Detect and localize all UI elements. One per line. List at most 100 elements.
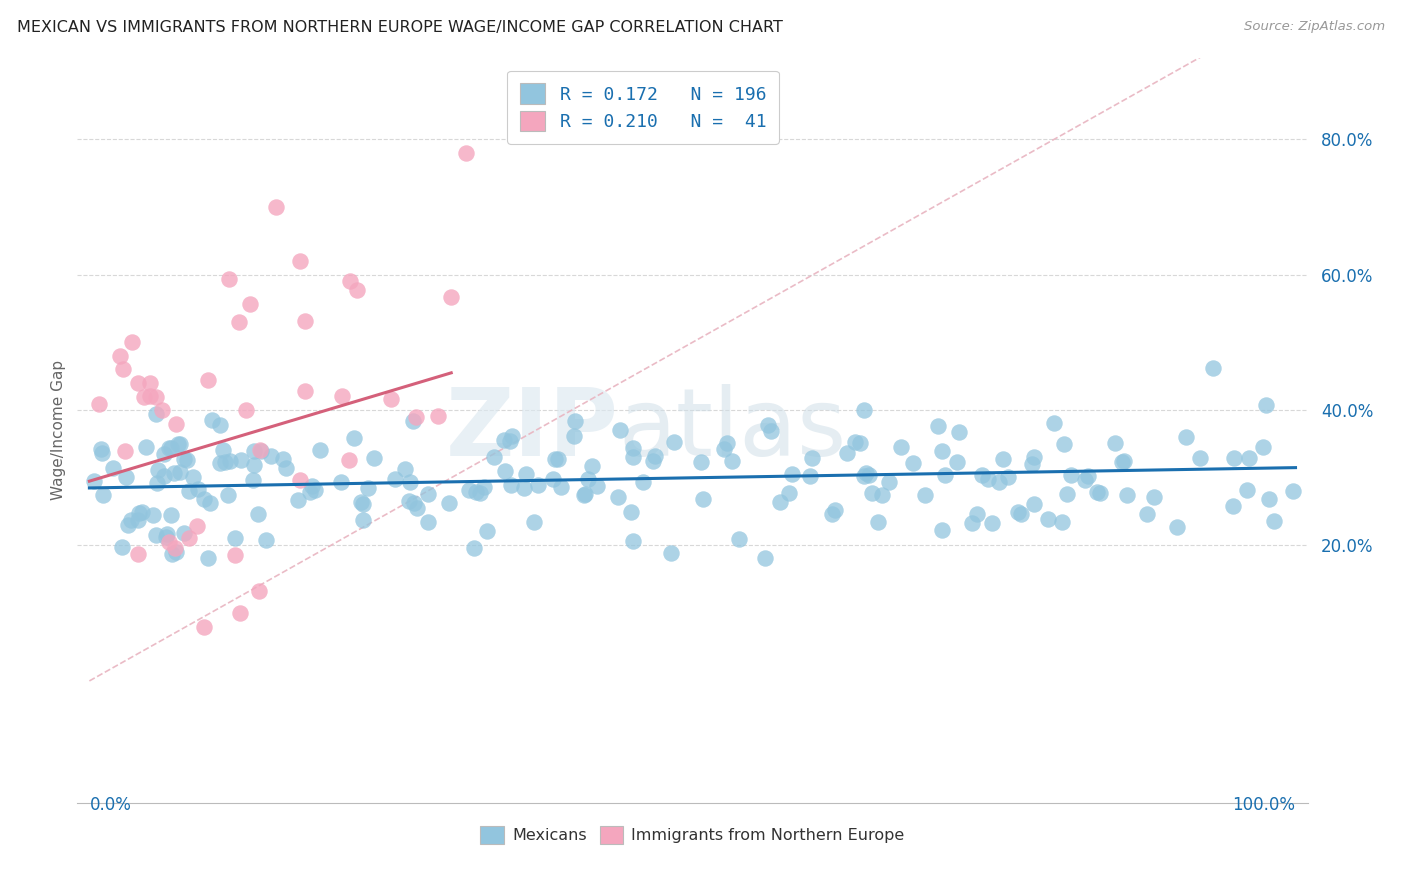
Point: [217, 488, 239, 502]
Point: [801, 451, 824, 466]
Point: [212, 442, 235, 457]
Point: [454, 145, 477, 160]
Point: [754, 550, 776, 565]
Point: [662, 434, 685, 449]
Point: [1222, 499, 1244, 513]
Point: [1021, 457, 1043, 471]
Point: [330, 475, 353, 490]
Point: [997, 470, 1019, 484]
Point: [1251, 440, 1274, 454]
Point: [620, 505, 643, 519]
Point: [728, 532, 751, 546]
Point: [849, 436, 872, 450]
Point: [214, 455, 236, 469]
Point: [780, 467, 803, 481]
Point: [120, 513, 142, 527]
Point: [609, 423, 631, 437]
Point: [972, 468, 994, 483]
Point: [713, 442, 735, 456]
Point: [337, 452, 360, 467]
Point: [193, 620, 215, 634]
Point: [155, 527, 177, 541]
Point: [527, 478, 550, 492]
Point: [193, 491, 215, 506]
Point: [160, 508, 183, 523]
Point: [276, 461, 298, 475]
Point: [716, 435, 738, 450]
Point: [914, 487, 936, 501]
Point: [169, 437, 191, 451]
Point: [298, 485, 321, 500]
Point: [350, 494, 373, 508]
Point: [187, 483, 209, 497]
Point: [169, 465, 191, 479]
Point: [581, 459, 603, 474]
Point: [399, 475, 422, 489]
Point: [945, 455, 967, 469]
Point: [165, 541, 187, 555]
Point: [247, 583, 270, 598]
Point: [173, 451, 195, 466]
Point: [1282, 483, 1305, 498]
Point: [229, 452, 252, 467]
Point: [853, 469, 876, 483]
Point: [1007, 505, 1029, 519]
Point: [179, 531, 201, 545]
Point: [1022, 497, 1045, 511]
Point: [576, 472, 599, 486]
Point: [181, 469, 204, 483]
Point: [208, 456, 231, 470]
Point: [756, 418, 779, 433]
Point: [145, 475, 167, 490]
Point: [934, 468, 956, 483]
Point: [778, 485, 800, 500]
Point: [309, 442, 332, 457]
Point: [1042, 416, 1064, 430]
Point: [218, 272, 240, 286]
Point: [138, 376, 160, 390]
Point: [363, 450, 385, 465]
Point: [720, 453, 742, 467]
Point: [472, 480, 495, 494]
Point: [499, 434, 522, 448]
Point: [357, 481, 380, 495]
Point: [547, 452, 569, 467]
Point: [458, 483, 481, 497]
Text: ZIP: ZIP: [446, 384, 619, 476]
Point: [201, 413, 224, 427]
Point: [523, 515, 546, 529]
Point: [1202, 361, 1225, 376]
Point: [160, 442, 183, 456]
Point: [607, 490, 630, 504]
Point: [1116, 488, 1139, 502]
Point: [470, 485, 492, 500]
Point: [288, 473, 311, 487]
Point: [1189, 450, 1212, 465]
Point: [197, 373, 219, 387]
Point: [127, 376, 149, 390]
Text: atlas: atlas: [619, 384, 846, 476]
Point: [243, 458, 266, 472]
Point: [465, 485, 488, 500]
Point: [239, 296, 262, 310]
Point: [108, 349, 131, 363]
Point: [1022, 450, 1045, 465]
Point: [475, 524, 498, 538]
Point: [1223, 450, 1246, 465]
Point: [235, 403, 257, 417]
Point: [844, 435, 866, 450]
Point: [145, 407, 167, 421]
Point: [799, 469, 821, 483]
Point: [1112, 454, 1135, 468]
Text: Source: ZipAtlas.com: Source: ZipAtlas.com: [1244, 20, 1385, 33]
Point: [200, 496, 222, 510]
Point: [1256, 398, 1278, 412]
Point: [162, 547, 184, 561]
Point: [550, 480, 572, 494]
Point: [993, 451, 1015, 466]
Point: [543, 472, 565, 486]
Point: [83, 474, 105, 488]
Point: [437, 496, 460, 510]
Point: [112, 362, 135, 376]
Point: [228, 315, 250, 329]
